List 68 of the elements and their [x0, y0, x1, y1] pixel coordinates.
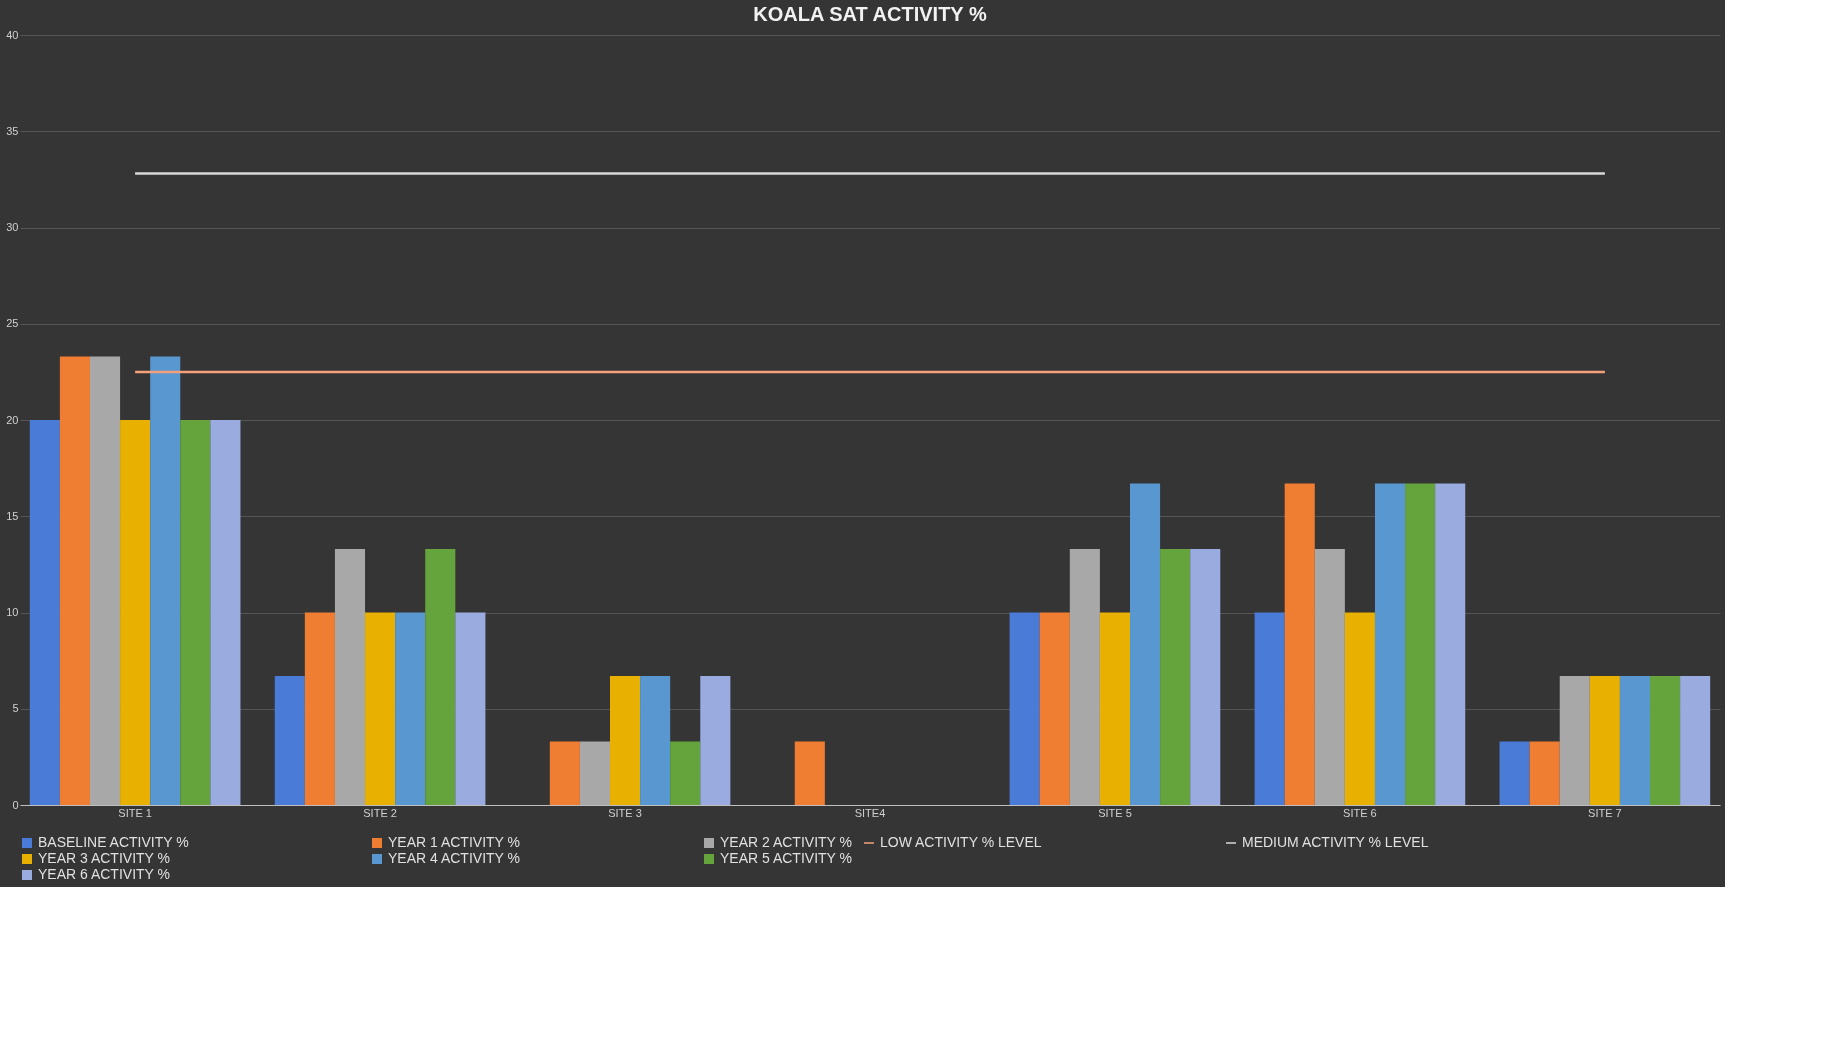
bar — [579, 741, 610, 805]
bar — [1435, 483, 1466, 805]
y-tick-label: 40 — [6, 28, 19, 41]
y-tick-label: 10 — [6, 606, 19, 618]
bar — [1559, 676, 1590, 805]
bar — [1039, 612, 1070, 805]
bar — [670, 741, 701, 805]
y-tick-label: 20 — [6, 413, 19, 426]
x-tick-label: SITE 6 — [1343, 806, 1377, 819]
bar — [1619, 676, 1651, 805]
bar — [549, 741, 580, 805]
x-tick-label: SITE 2 — [363, 806, 397, 819]
bar — [1069, 548, 1100, 805]
bar — [395, 612, 426, 805]
legend-label: YEAR 3 ACTIVITY % — [38, 850, 171, 866]
y-tick-label: 15 — [6, 509, 19, 522]
y-tick-label: 30 — [6, 221, 19, 233]
bar — [120, 420, 151, 805]
bar — [455, 612, 486, 805]
bar — [1190, 548, 1221, 805]
bar — [274, 676, 305, 805]
x-tick-label: SITE4 — [854, 806, 886, 819]
bar — [89, 356, 121, 805]
bar — [1284, 483, 1315, 805]
bar — [59, 356, 90, 805]
x-tick-label: SITE 7 — [1588, 806, 1622, 819]
bar — [304, 612, 335, 805]
legend-label: YEAR 1 ACTIVITY % — [388, 834, 521, 850]
bar — [1680, 676, 1711, 805]
legend-label: YEAR 4 ACTIVITY % — [388, 850, 521, 866]
legend-label: BASELINE ACTIVITY % — [38, 834, 189, 850]
legend-label: LOW ACTIVITY % LEVEL — [880, 834, 1042, 850]
bar — [1405, 483, 1436, 805]
bar — [1099, 612, 1130, 805]
legend-label: YEAR 5 ACTIVITY % — [720, 850, 853, 866]
bar — [1529, 741, 1560, 805]
y-tick-label: 5 — [12, 702, 19, 715]
bar — [700, 676, 731, 805]
x-tick-label: SITE 3 — [608, 806, 642, 819]
bar — [150, 356, 181, 805]
bar — [610, 676, 641, 805]
bar — [794, 741, 825, 805]
bar — [1344, 612, 1375, 805]
bar — [1314, 548, 1345, 805]
bar — [29, 420, 60, 805]
bar — [1254, 612, 1285, 805]
bar — [640, 676, 671, 805]
bar — [210, 420, 241, 805]
chart-title: KOALA SAT ACTIVITY % — [753, 3, 987, 25]
legend-label: YEAR 6 ACTIVITY % — [38, 866, 171, 882]
bar — [425, 548, 456, 805]
bar — [1650, 676, 1681, 805]
y-tick-label: 35 — [6, 124, 19, 137]
bar — [1374, 483, 1406, 805]
bar — [1499, 741, 1530, 805]
bar — [365, 612, 396, 805]
y-tick-label: 0 — [12, 798, 19, 811]
bar — [1160, 548, 1191, 805]
bar — [1009, 612, 1040, 805]
y-tick-label: 25 — [6, 317, 19, 330]
x-tick-label: SITE 1 — [118, 806, 152, 819]
legend-label: YEAR 2 ACTIVITY % — [720, 834, 853, 850]
x-tick-label: SITE 5 — [1098, 806, 1132, 819]
bar — [180, 420, 211, 805]
bar — [1589, 676, 1620, 805]
bar — [1130, 483, 1161, 805]
bar — [334, 548, 366, 805]
legend-label: MEDIUM ACTIVITY % LEVEL — [1242, 834, 1429, 850]
